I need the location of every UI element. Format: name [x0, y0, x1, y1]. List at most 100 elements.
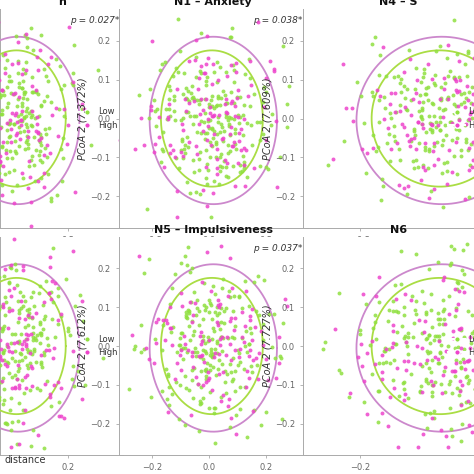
- Point: [270, 66, 278, 73]
- Point: [165, 383, 173, 391]
- Point: [43, 92, 50, 100]
- Point: [418, 363, 426, 370]
- Point: [375, 96, 383, 104]
- Point: [135, 91, 143, 99]
- Point: [12, 109, 19, 117]
- Y-axis label: PCoA 2 (7.727%): PCoA 2 (7.727%): [262, 305, 272, 387]
- Point: [227, 356, 235, 364]
- Point: [179, 153, 186, 160]
- Point: [159, 147, 167, 155]
- Point: [22, 66, 30, 73]
- Title: N6: N6: [390, 225, 407, 235]
- Point: [384, 124, 392, 132]
- Point: [400, 303, 408, 311]
- Point: [145, 356, 153, 363]
- Point: [279, 319, 287, 327]
- Point: [81, 381, 89, 388]
- Point: [370, 144, 377, 152]
- Point: [227, 423, 234, 430]
- Point: [218, 164, 226, 171]
- Point: [371, 311, 379, 319]
- Point: [205, 404, 212, 412]
- Point: [41, 125, 49, 133]
- Point: [12, 131, 20, 139]
- Point: [226, 254, 234, 262]
- Point: [80, 105, 88, 113]
- Point: [210, 60, 217, 68]
- Point: [410, 127, 418, 135]
- Point: [182, 313, 190, 320]
- Point: [0, 393, 2, 401]
- Point: [9, 241, 17, 248]
- Point: [58, 177, 66, 185]
- Point: [385, 345, 392, 353]
- Point: [0, 86, 6, 94]
- Point: [1, 64, 9, 72]
- Point: [410, 360, 417, 367]
- Point: [432, 354, 439, 361]
- Point: [417, 112, 424, 120]
- Title: n: n: [58, 0, 65, 7]
- Point: [15, 80, 23, 87]
- Point: [245, 374, 253, 382]
- Point: [6, 304, 13, 312]
- Point: [440, 273, 448, 281]
- Point: [445, 73, 452, 80]
- Point: [34, 128, 42, 136]
- Point: [378, 351, 386, 359]
- Point: [336, 289, 343, 296]
- Point: [412, 310, 420, 318]
- Point: [275, 333, 283, 341]
- Point: [231, 182, 239, 190]
- Point: [238, 308, 246, 316]
- Point: [2, 299, 9, 306]
- Point: [68, 79, 76, 87]
- Point: [137, 321, 145, 329]
- Point: [444, 443, 451, 451]
- Point: [68, 375, 75, 383]
- Point: [397, 89, 405, 96]
- Point: [193, 128, 201, 136]
- Point: [236, 161, 244, 169]
- Point: [188, 318, 196, 325]
- Point: [1, 171, 9, 178]
- Point: [45, 77, 52, 84]
- Point: [467, 140, 474, 147]
- Point: [6, 133, 13, 141]
- Point: [197, 96, 205, 103]
- Point: [419, 388, 426, 396]
- Point: [196, 68, 204, 75]
- Point: [235, 129, 243, 137]
- Point: [357, 340, 365, 347]
- Point: [5, 347, 13, 355]
- Point: [9, 384, 16, 392]
- Point: [1, 419, 9, 427]
- Point: [24, 104, 31, 111]
- Point: [32, 310, 39, 317]
- Point: [228, 333, 236, 340]
- Point: [416, 387, 424, 394]
- Point: [415, 139, 422, 147]
- Point: [185, 98, 193, 105]
- Point: [49, 244, 56, 252]
- Point: [0, 124, 4, 132]
- Point: [453, 337, 461, 344]
- Point: [416, 316, 423, 324]
- Point: [20, 337, 27, 345]
- Point: [232, 59, 239, 66]
- Point: [215, 370, 222, 378]
- Point: [443, 167, 450, 174]
- Point: [46, 124, 53, 132]
- Point: [197, 191, 204, 198]
- Point: [449, 328, 456, 335]
- Point: [36, 319, 44, 326]
- Point: [188, 348, 195, 356]
- Point: [272, 374, 280, 382]
- Point: [251, 164, 258, 172]
- Point: [203, 202, 210, 210]
- Point: [441, 106, 449, 113]
- Point: [9, 187, 16, 195]
- Point: [267, 121, 274, 128]
- Point: [196, 148, 203, 155]
- Point: [451, 73, 458, 81]
